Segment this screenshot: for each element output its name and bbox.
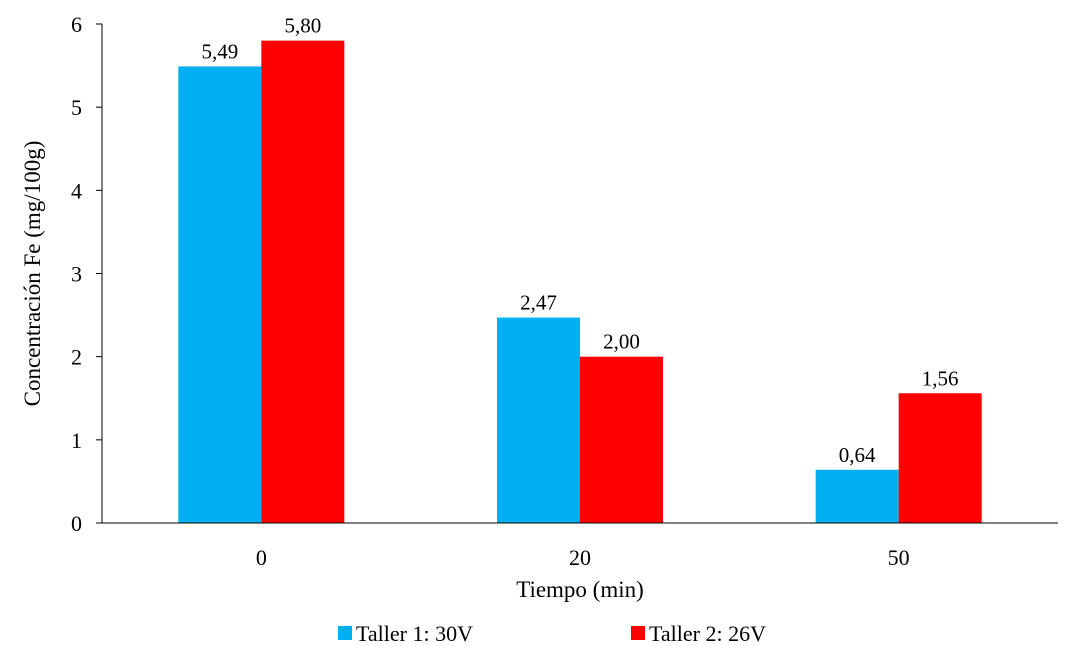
bar — [898, 393, 982, 523]
x-axis-title: Tiempo (min) — [516, 577, 644, 602]
y-tick-label: 3 — [71, 262, 82, 287]
y-tick-label: 2 — [71, 345, 82, 370]
x-axis-ticks: 0 20 50 — [256, 545, 910, 570]
x-tick-label: 0 — [256, 545, 267, 570]
y-axis-title: Concentración Fe (mg/100g) — [20, 141, 45, 407]
data-label: 1,56 — [922, 366, 959, 390]
data-label: 5,80 — [284, 14, 321, 38]
legend-label: Taller 2: 26V — [649, 621, 766, 646]
data-label: 2,00 — [603, 330, 640, 354]
y-tick-label: 0 — [71, 511, 82, 536]
bars — [178, 40, 982, 524]
data-labels: 5,49 5,80 2,47 2,00 0,64 1,56 — [201, 14, 958, 467]
data-label: 5,49 — [201, 39, 238, 63]
y-tick-label: 1 — [71, 428, 82, 453]
bar — [815, 469, 899, 523]
y-tick-label: 4 — [71, 178, 82, 203]
legend-label: Taller 1: 30V — [356, 621, 473, 646]
legend-swatch — [631, 626, 645, 640]
data-label: 0,64 — [839, 443, 876, 467]
y-tick-label: 6 — [71, 12, 82, 37]
bar — [580, 356, 663, 523]
x-tick-label: 20 — [569, 545, 591, 570]
y-tick-label: 5 — [71, 95, 82, 120]
bar — [178, 66, 262, 523]
bar — [497, 317, 580, 523]
legend: Taller 1: 30V Taller 2: 26V — [338, 621, 766, 646]
x-tick-label: 50 — [888, 545, 910, 570]
bar — [261, 40, 345, 524]
y-axis-ticks: 0 1 2 3 4 5 6 — [71, 12, 102, 536]
data-label: 2,47 — [520, 291, 557, 315]
legend-swatch — [338, 626, 352, 640]
